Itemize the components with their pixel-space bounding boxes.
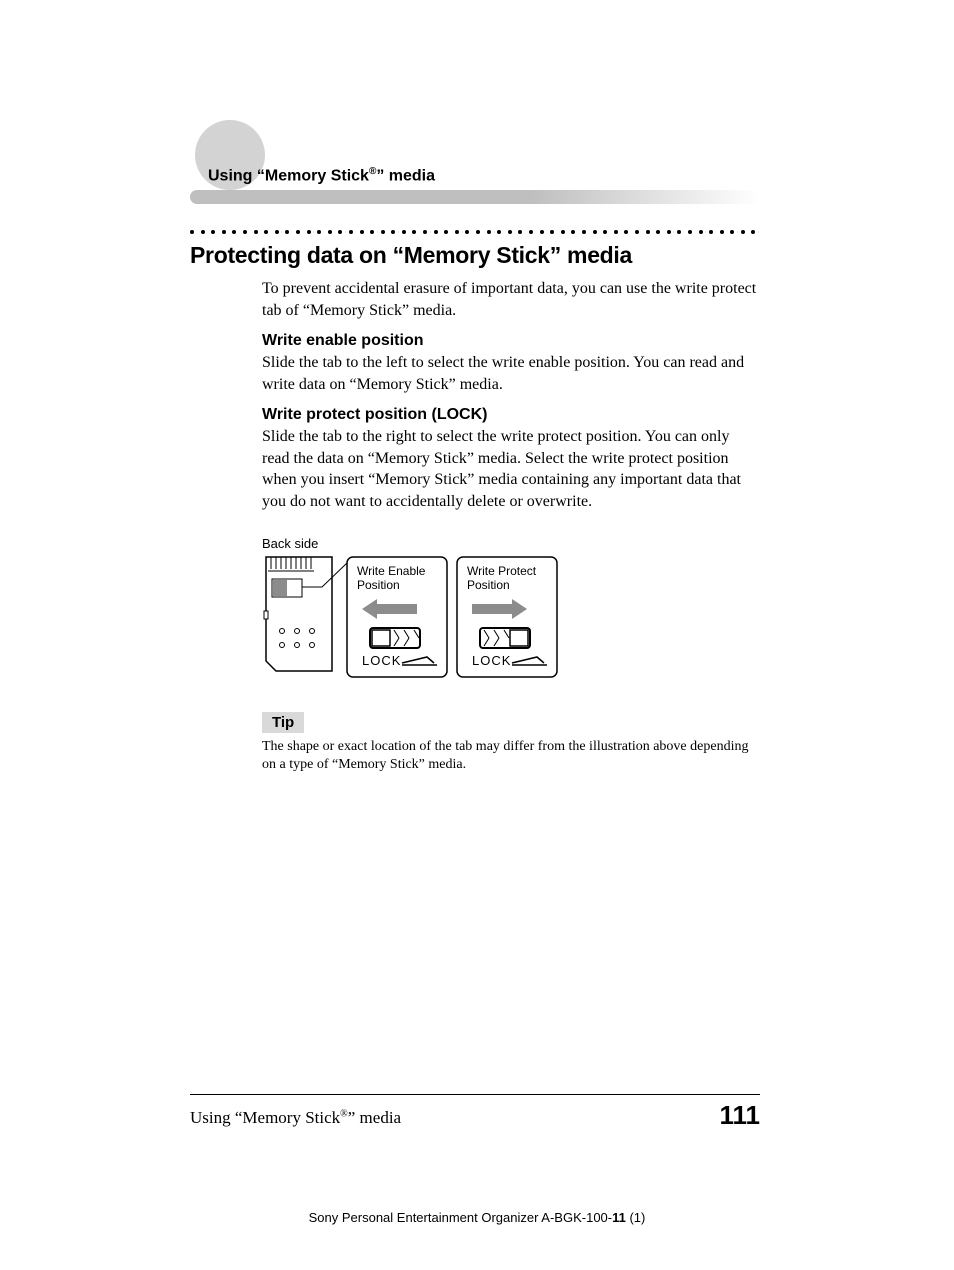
subsection-heading-enable: Write enable position xyxy=(262,332,760,350)
diagram-lock-1: LOCK xyxy=(362,653,401,668)
manual-page: Using “Memory Stick®” media Protecting d… xyxy=(0,0,954,1270)
intro-paragraph: To prevent accidental erasure of importa… xyxy=(262,278,760,321)
page-number: 111 xyxy=(719,1100,760,1131)
diagram-protect-l2: Position xyxy=(467,578,510,592)
subsection-body-enable: Slide the tab to the left to select the … xyxy=(262,352,760,395)
footer-meta: Sony Personal Entertainment Organizer A-… xyxy=(0,1210,954,1225)
diagram-backside-label: Back side xyxy=(262,536,318,551)
subsection-heading-protect: Write protect position (LOCK) xyxy=(262,406,760,424)
footer-rule xyxy=(190,1094,760,1095)
footer-meta-pre: Sony Personal Entertainment Organizer A-… xyxy=(309,1210,612,1225)
footer-section-title: Using “Memory Stick®” media xyxy=(190,1108,401,1128)
footer-meta-post: (1) xyxy=(626,1210,646,1225)
header-decoration-bar xyxy=(190,190,760,204)
tip-text: The shape or exact location of the tab m… xyxy=(262,738,760,774)
diagram-enable-l2: Position xyxy=(357,578,400,592)
diagram-enable-l1: Write Enable xyxy=(357,564,426,578)
dotted-divider xyxy=(190,230,760,238)
section-title-post: ” media xyxy=(376,167,435,184)
diagram-protect-l1: Write Protect xyxy=(467,564,537,578)
page-title: Protecting data on “Memory Stick” media xyxy=(190,242,632,269)
subsection-body-protect: Slide the tab to the right to select the… xyxy=(262,426,760,512)
footer-meta-bold: 11 xyxy=(612,1210,626,1225)
section-title: Using “Memory Stick®” media xyxy=(208,166,435,185)
footer-registered-mark: ® xyxy=(340,1108,348,1119)
section-title-pre: Using “Memory Stick xyxy=(208,167,369,184)
footer-left-post: ” media xyxy=(348,1108,401,1127)
tip-label: Tip xyxy=(262,712,304,733)
memory-stick-diagram: Write Enable Position LOCK xyxy=(262,553,562,688)
diagram-lock-2: LOCK xyxy=(472,653,511,668)
footer-left-pre: Using “Memory Stick xyxy=(190,1108,340,1127)
